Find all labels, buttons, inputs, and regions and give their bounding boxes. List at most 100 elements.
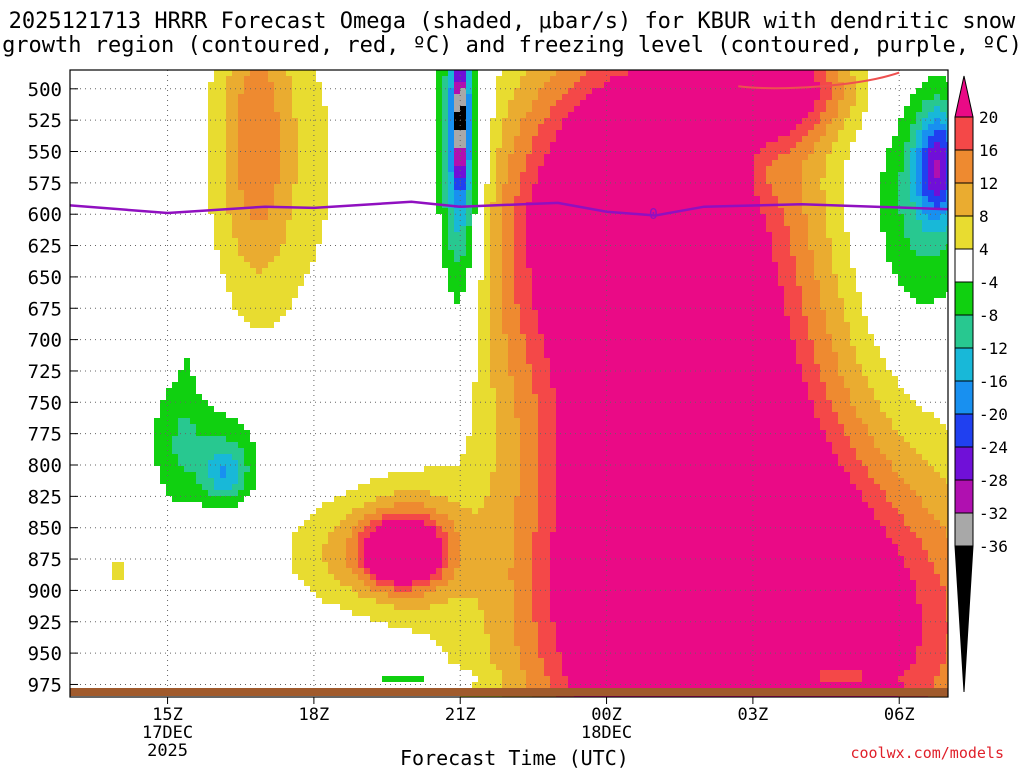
- omega-cell: [754, 106, 760, 112]
- omega-cell: [844, 232, 850, 238]
- omega-cell: [244, 208, 250, 214]
- omega-cell: [394, 82, 400, 88]
- omega-cell: [466, 136, 472, 142]
- omega-cell: [862, 208, 868, 214]
- omega-cell: [796, 208, 802, 214]
- omega-cell: [472, 172, 478, 178]
- omega-cell: [754, 244, 760, 250]
- omega-cell: [502, 268, 508, 274]
- omega-cell: [664, 262, 670, 268]
- omega-cell: [802, 250, 808, 256]
- omega-cell: [508, 184, 514, 190]
- omega-cell: [718, 208, 724, 214]
- omega-cell: [298, 118, 304, 124]
- omega-cell: [436, 142, 442, 148]
- omega-cell: [76, 226, 82, 232]
- omega-cell: [778, 124, 784, 130]
- omega-cell: [346, 184, 352, 190]
- omega-cell: [388, 190, 394, 196]
- omega-cell: [616, 136, 622, 142]
- omega-cell: [598, 118, 604, 124]
- omega-cell: [742, 130, 748, 136]
- omega-cell: [292, 142, 298, 148]
- omega-cell: [526, 130, 532, 136]
- omega-cell: [460, 136, 466, 142]
- omega-cell: [280, 232, 286, 238]
- omega-cell: [112, 202, 118, 208]
- omega-cell: [832, 76, 838, 82]
- omega-cell: [268, 160, 274, 166]
- omega-cell: [430, 112, 436, 118]
- omega-cell: [934, 244, 940, 250]
- omega-cell: [862, 220, 868, 226]
- omega-cell: [400, 214, 406, 220]
- omega-cell: [160, 214, 166, 220]
- omega-cell: [694, 142, 700, 148]
- omega-cell: [382, 148, 388, 154]
- omega-cell: [496, 262, 502, 268]
- omega-cell: [568, 112, 574, 118]
- omega-cell: [928, 178, 934, 184]
- omega-cell: [262, 220, 268, 226]
- omega-cell: [832, 100, 838, 106]
- omega-cell: [562, 226, 568, 232]
- omega-cell: [136, 160, 142, 166]
- omega-cell: [472, 214, 478, 220]
- omega-cell: [622, 244, 628, 250]
- omega-cell: [460, 256, 466, 262]
- omega-cell: [538, 118, 544, 124]
- omega-cell: [100, 76, 106, 82]
- omega-cell: [238, 148, 244, 154]
- omega-cell: [922, 166, 928, 172]
- omega-cell: [760, 88, 766, 94]
- omega-cell: [736, 196, 742, 202]
- omega-cell: [124, 166, 130, 172]
- omega-cell: [148, 220, 154, 226]
- omega-cell: [178, 196, 184, 202]
- omega-cell: [694, 220, 700, 226]
- omega-cell: [274, 262, 280, 268]
- omega-cell: [580, 166, 586, 172]
- omega-cell: [886, 100, 892, 106]
- omega-cell: [154, 184, 160, 190]
- omega-cell: [724, 100, 730, 106]
- omega-cell: [520, 142, 526, 148]
- omega-cell: [922, 148, 928, 154]
- omega-cell: [472, 190, 478, 196]
- omega-cell: [214, 226, 220, 232]
- omega-cell: [574, 268, 580, 274]
- omega-cell: [700, 232, 706, 238]
- omega-cell: [466, 250, 472, 256]
- omega-cell: [910, 268, 916, 274]
- omega-cell: [682, 106, 688, 112]
- omega-cell: [814, 88, 820, 94]
- omega-cell: [250, 136, 256, 142]
- omega-cell: [382, 88, 388, 94]
- omega-cell: [322, 250, 328, 256]
- omega-cell: [820, 244, 826, 250]
- omega-cell: [664, 124, 670, 130]
- omega-cell: [184, 166, 190, 172]
- omega-cell: [346, 82, 352, 88]
- omega-cell: [808, 118, 814, 124]
- omega-cell: [130, 112, 136, 118]
- omega-cell: [376, 142, 382, 148]
- omega-cell: [784, 148, 790, 154]
- omega-cell: [700, 106, 706, 112]
- omega-cell: [244, 130, 250, 136]
- omega-cell: [592, 226, 598, 232]
- omega-cell: [400, 142, 406, 148]
- omega-cell: [202, 82, 208, 88]
- omega-cell: [88, 214, 94, 220]
- omega-cell: [778, 268, 784, 274]
- omega-cell: [478, 82, 484, 88]
- omega-cell: [502, 172, 508, 178]
- omega-cell: [508, 268, 514, 274]
- omega-cell: [520, 82, 526, 88]
- omega-cell: [202, 190, 208, 196]
- omega-cell: [922, 268, 928, 274]
- omega-cell: [286, 88, 292, 94]
- omega-cell: [262, 118, 268, 124]
- omega-cell: [532, 112, 538, 118]
- omega-cell: [940, 202, 946, 208]
